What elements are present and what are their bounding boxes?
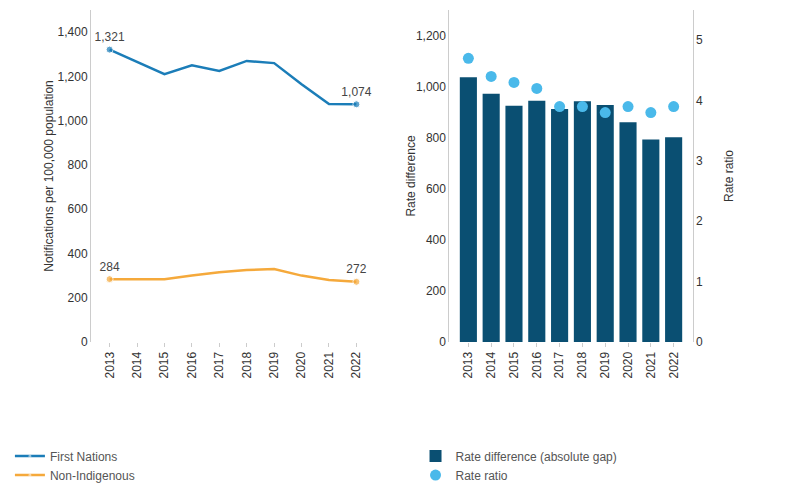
svg-text:3: 3: [696, 154, 703, 168]
svg-text:Notifications per 100,000 popu: Notifications per 100,000 population: [42, 80, 56, 271]
svg-text:1,000: 1,000: [416, 80, 446, 94]
svg-text:800: 800: [426, 131, 446, 145]
svg-text:2017: 2017: [553, 351, 567, 378]
svg-text:2013: 2013: [103, 351, 117, 378]
svg-text:Rate ratio: Rate ratio: [722, 150, 736, 202]
svg-text:600: 600: [426, 182, 446, 196]
svg-text:2022: 2022: [667, 351, 681, 378]
svg-text:4: 4: [696, 94, 703, 108]
svg-text:1,200: 1,200: [58, 70, 88, 84]
svg-text:2: 2: [696, 214, 703, 228]
svg-text:0: 0: [81, 335, 88, 349]
svg-text:1: 1: [696, 275, 703, 289]
svg-text:272: 272: [346, 262, 366, 276]
svg-text:2013: 2013: [461, 351, 475, 378]
svg-text:2015: 2015: [157, 351, 171, 378]
svg-text:2015: 2015: [507, 351, 521, 378]
svg-text:2021: 2021: [322, 351, 336, 378]
svg-text:200: 200: [68, 291, 88, 305]
svg-text:1,000: 1,000: [58, 114, 88, 128]
svg-text:2020: 2020: [294, 351, 308, 378]
svg-text:Rate ratio: Rate ratio: [456, 469, 508, 483]
svg-text:800: 800: [68, 158, 88, 172]
svg-text:2019: 2019: [267, 351, 281, 378]
svg-text:5: 5: [696, 33, 703, 47]
svg-text:2016: 2016: [530, 351, 544, 378]
svg-text:2014: 2014: [130, 351, 144, 378]
svg-text:2020: 2020: [621, 351, 635, 378]
svg-text:400: 400: [68, 247, 88, 261]
svg-text:2016: 2016: [185, 351, 199, 378]
svg-text:Non-Indigenous: Non-Indigenous: [50, 469, 135, 483]
svg-text:600: 600: [68, 202, 88, 216]
svg-text:0: 0: [439, 335, 446, 349]
svg-text:Rate difference: Rate difference: [404, 135, 418, 216]
svg-text:2014: 2014: [484, 351, 498, 378]
svg-text:2019: 2019: [598, 351, 612, 378]
svg-text:2018: 2018: [575, 351, 589, 378]
svg-text:284: 284: [100, 260, 120, 274]
svg-text:First Nations: First Nations: [50, 450, 117, 464]
svg-text:200: 200: [426, 284, 446, 298]
svg-text:400: 400: [426, 233, 446, 247]
svg-text:2022: 2022: [349, 351, 363, 378]
svg-text:2017: 2017: [212, 351, 226, 378]
svg-text:1,321: 1,321: [95, 30, 125, 44]
svg-text:1,074: 1,074: [341, 85, 371, 99]
svg-text:0: 0: [696, 335, 703, 349]
svg-text:1,200: 1,200: [416, 29, 446, 43]
svg-text:2021: 2021: [644, 351, 658, 378]
svg-text:2018: 2018: [240, 351, 254, 378]
svg-text:Rate difference (absolute gap): Rate difference (absolute gap): [456, 450, 617, 464]
svg-text:1,400: 1,400: [58, 25, 88, 39]
